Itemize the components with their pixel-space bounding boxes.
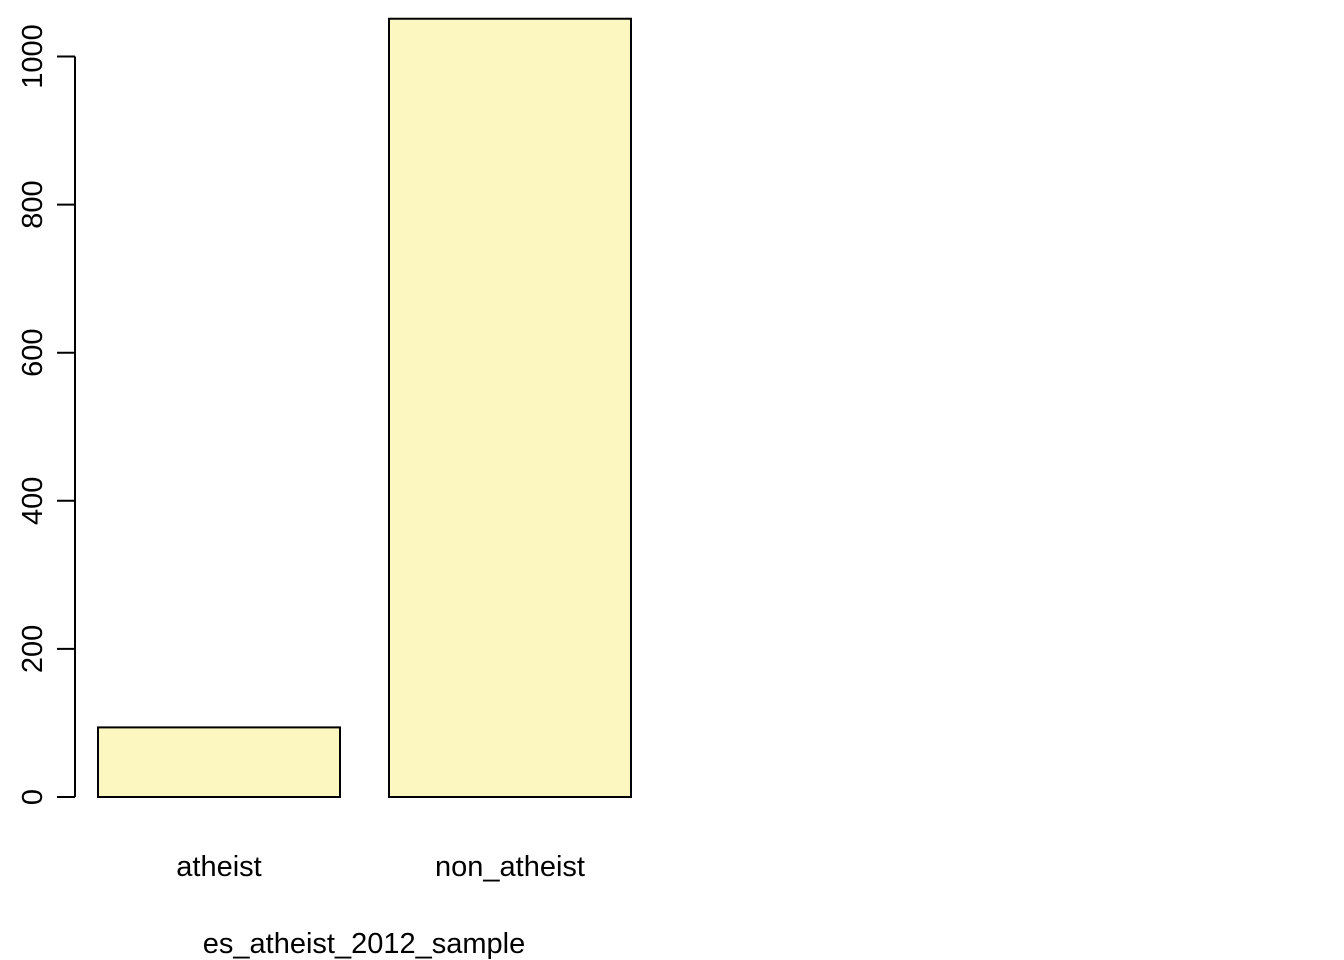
x-axis-title: es_atheist_2012_sample	[203, 928, 525, 960]
y-tick-label: 1000	[17, 24, 49, 89]
x-category-label: atheist	[176, 851, 261, 883]
y-tick-label: 0	[17, 789, 49, 805]
y-tick-label: 800	[17, 180, 49, 228]
bar-non-atheist	[389, 19, 631, 797]
y-tick-label: 200	[17, 625, 49, 673]
y-axis: 0 200 400 600 800 1000	[17, 24, 75, 805]
bar-atheist	[98, 727, 340, 797]
y-tick-label: 600	[17, 329, 49, 377]
x-category-labels: atheist non_atheist	[176, 851, 585, 883]
x-category-label: non_atheist	[435, 851, 585, 883]
bars	[98, 19, 631, 797]
y-tick-label: 400	[17, 477, 49, 525]
